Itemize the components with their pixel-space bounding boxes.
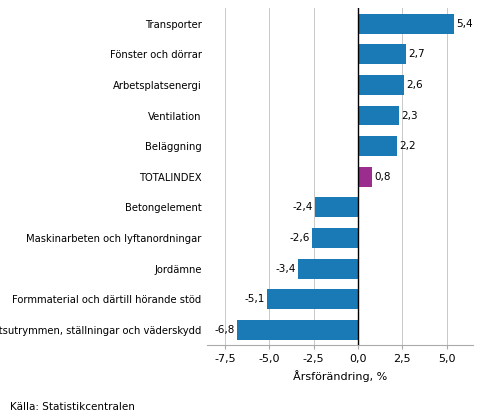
Bar xyxy=(358,14,454,34)
Text: 5,4: 5,4 xyxy=(456,19,472,29)
Bar xyxy=(267,290,358,309)
Text: 2,7: 2,7 xyxy=(408,49,424,59)
Text: -2,4: -2,4 xyxy=(293,203,313,213)
Bar xyxy=(358,45,406,64)
Bar xyxy=(358,75,404,95)
Text: -6,8: -6,8 xyxy=(215,325,235,335)
Bar xyxy=(298,259,358,279)
Bar xyxy=(358,136,397,156)
Bar xyxy=(316,198,358,218)
Bar xyxy=(358,106,399,126)
Text: -3,4: -3,4 xyxy=(275,264,295,274)
Bar xyxy=(312,228,358,248)
Text: 2,3: 2,3 xyxy=(401,111,418,121)
Bar xyxy=(358,167,372,187)
Text: -5,1: -5,1 xyxy=(245,295,265,305)
Text: 0,8: 0,8 xyxy=(374,172,391,182)
Text: -2,6: -2,6 xyxy=(289,233,310,243)
Text: 2,6: 2,6 xyxy=(406,80,423,90)
Text: Källa: Statistikcentralen: Källa: Statistikcentralen xyxy=(10,402,135,412)
Text: 2,2: 2,2 xyxy=(399,141,416,151)
Bar xyxy=(237,320,358,340)
X-axis label: Årsförändring, %: Årsförändring, % xyxy=(293,370,387,382)
